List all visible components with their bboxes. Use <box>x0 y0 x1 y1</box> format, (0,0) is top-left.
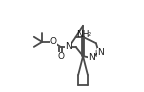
Text: N: N <box>65 42 72 51</box>
Text: O: O <box>57 52 64 61</box>
Text: $_2$: $_2$ <box>87 30 92 39</box>
Text: N: N <box>97 48 104 57</box>
Text: NH: NH <box>76 30 90 39</box>
Text: O: O <box>50 37 57 46</box>
Text: H: H <box>94 50 100 59</box>
Text: N: N <box>88 53 95 62</box>
